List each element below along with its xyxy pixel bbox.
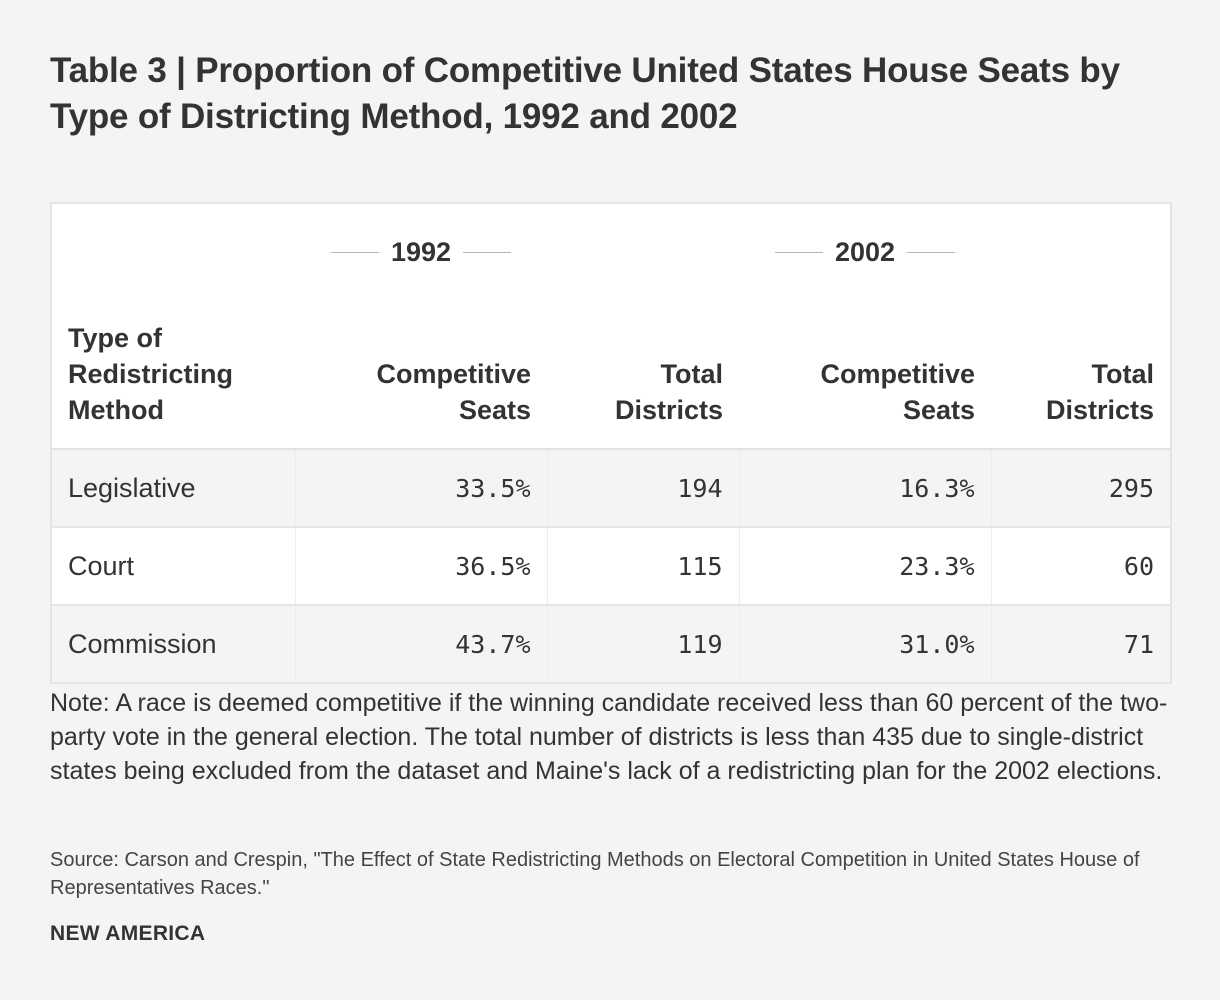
group-header-gap: [547, 203, 739, 282]
cell-competitive-2002: 31.0%: [739, 605, 992, 684]
group-header-1992: 1992: [295, 203, 547, 282]
cell-competitive-2002: 23.3%: [739, 527, 992, 606]
cell-competitive-1992: 43.7%: [295, 605, 548, 684]
cell-competitive-2002: 16.3%: [739, 449, 992, 528]
column-header-total-2002: Total Districts: [1045, 359, 1154, 425]
cell-competitive-1992: 33.5%: [295, 449, 548, 528]
source-citation: Source: Carson and Crespin, "The Effect …: [50, 849, 1140, 899]
rule-right-1992: [463, 252, 512, 253]
group-label-2002: 2002: [834, 237, 896, 267]
rule-left-1992: [330, 252, 379, 253]
cell-method: Court: [51, 527, 296, 606]
group-header-row: 1992 2002: [51, 203, 1171, 282]
cell-total-1992: 115: [547, 527, 740, 606]
group-header-2002: 2002: [739, 203, 991, 282]
table-row-court: Court 36.5% 115 23.3% 60: [51, 527, 1171, 606]
cell-total-1992: 194: [547, 449, 740, 528]
table-row-commission: Commission 43.7% 119 31.0% 71: [51, 605, 1171, 684]
cell-competitive-1992: 36.5%: [295, 527, 548, 606]
rule-right-2002: [907, 252, 956, 253]
column-header-row: Type of Redistricting Method Competitive…: [51, 282, 1171, 449]
group-header-empty: [51, 203, 295, 282]
column-header-method: Type of Redistricting Method: [68, 323, 234, 425]
cell-total-2002: 71: [991, 605, 1171, 684]
column-header-total-1992: Total Districts: [614, 359, 723, 425]
cell-total-1992: 119: [547, 605, 740, 684]
column-header-competitive-2002: Competitive Seats: [820, 359, 975, 425]
cell-method: Legislative: [51, 449, 296, 528]
brand-wordmark: NEW AMERICA: [50, 922, 206, 945]
cell-total-2002: 60: [991, 527, 1171, 606]
cell-method: Commission: [51, 605, 296, 684]
table-title: Table 3 | Proportion of Competitive Unit…: [50, 51, 1120, 136]
group-header-end: [991, 203, 1171, 282]
table-row-legislative: Legislative 33.5% 194 16.3% 295: [51, 449, 1171, 528]
rule-left-2002: [774, 252, 823, 253]
cell-total-2002: 295: [991, 449, 1171, 528]
group-label-1992: 1992: [390, 237, 452, 267]
table-note: Note: A race is deemed competitive if th…: [50, 689, 1168, 785]
data-table: 1992 2002 Type of Redistricting Method C…: [50, 202, 1172, 684]
column-header-competitive-1992: Competitive Seats: [376, 359, 531, 425]
